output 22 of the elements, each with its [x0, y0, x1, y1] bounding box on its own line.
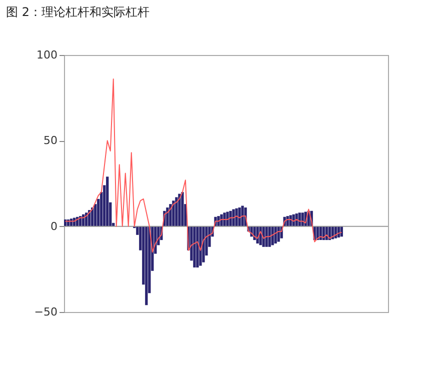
bar: [181, 192, 184, 226]
bar: [271, 226, 274, 246]
bar: [241, 206, 244, 226]
bar: [106, 176, 109, 226]
bar: [193, 226, 196, 268]
bar: [202, 226, 205, 262]
bar: [172, 200, 175, 226]
y-tick-label: −50: [34, 306, 58, 318]
bar: [175, 197, 178, 226]
bar: [274, 226, 277, 244]
y-tick-label: 100: [36, 48, 58, 62]
bar: [178, 194, 181, 226]
bar: [238, 207, 241, 226]
y-tick-label: 0: [50, 220, 58, 233]
bar: [265, 226, 268, 247]
chart-title: 图 2：理论杠杆和实际杠杆: [6, 5, 150, 19]
bar: [145, 226, 148, 306]
bar: [268, 226, 271, 247]
y-tick-label: 50: [44, 134, 58, 148]
line-series: [64, 78, 342, 253]
bar: [232, 209, 235, 226]
bar: [196, 226, 199, 268]
